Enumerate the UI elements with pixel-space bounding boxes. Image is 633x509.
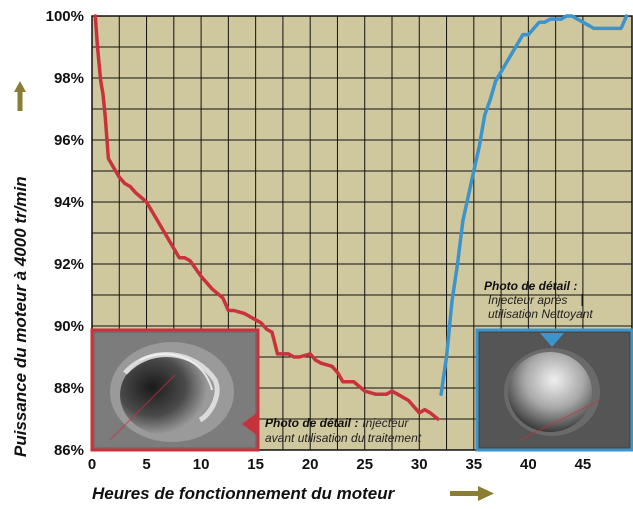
- caption-after-title: Photo de détail :: [484, 279, 577, 293]
- x-tick-label: 20: [302, 456, 319, 473]
- caption-after-line2: Injecteur après: [488, 293, 567, 307]
- caption-before-title: Photo de détail :: [265, 416, 358, 430]
- y-axis-title: Puissance du moteur à 4000 tr/min: [11, 176, 30, 457]
- x-tick-label: 45: [575, 456, 592, 473]
- photo-after: [475, 328, 633, 452]
- y-axis-arrow-shaft: [17, 91, 23, 111]
- y-tick-label: 94%: [54, 194, 84, 211]
- y-tick-label: 96%: [54, 132, 84, 149]
- y-tick-label: 86%: [54, 442, 84, 459]
- y-tick-label: 100%: [46, 8, 84, 25]
- y-axis-title-group: Puissance du moteur à 4000 tr/min: [11, 81, 30, 457]
- x-tick-label: 35: [465, 456, 482, 473]
- x-axis-title-group: Heures de fonctionnement du moteur: [92, 484, 494, 503]
- series-line-1: [439, 14, 629, 396]
- x-tick-label: 40: [520, 456, 537, 473]
- x-tick-label: 5: [142, 456, 150, 473]
- photo-before-pointer-icon: [242, 412, 258, 436]
- x-axis-arrow-icon: [478, 486, 494, 501]
- plot-border: [91, 15, 633, 451]
- photo-after-pointer-icon: [540, 333, 564, 347]
- x-tick-label: 10: [193, 456, 210, 473]
- caption-after: Photo de détail : Injecteur après utilis…: [484, 279, 593, 321]
- x-axis-arrow-shaft: [450, 491, 480, 496]
- y-axis-arrow-icon: [14, 81, 26, 92]
- svg-text:Photo de détail :Injecteur: Photo de détail : Injecteur: [265, 416, 409, 430]
- x-tick-label: 0: [88, 456, 96, 473]
- series-lines: [93, 14, 629, 421]
- photo-before: [90, 328, 260, 452]
- series-line-0: [93, 14, 440, 421]
- x-tick-label: 25: [356, 456, 373, 473]
- y-tick-label: 98%: [54, 70, 84, 87]
- y-tick-label: 88%: [54, 380, 84, 397]
- x-tick-label: 30: [411, 456, 428, 473]
- tick-labels: 0 5 10 15 20 25 30 35 40 45 86% 88% 90% 92% 94% 96% 98% 1…: [46, 8, 592, 473]
- y-tick-label: 90%: [54, 318, 84, 335]
- caption-before-line2: avant utilisation du traitement: [265, 431, 422, 445]
- y-tick-label: 92%: [54, 256, 84, 273]
- x-tick-label: 15: [247, 456, 264, 473]
- x-axis-title: Heures de fonctionnement du moteur: [92, 484, 396, 503]
- caption-before: Photo de détail : Injecteur avant utilisa…: [265, 416, 422, 445]
- caption-before-text: Injecteur: [362, 416, 409, 430]
- caption-after-line3: utilisation Nettoyant: [488, 307, 593, 321]
